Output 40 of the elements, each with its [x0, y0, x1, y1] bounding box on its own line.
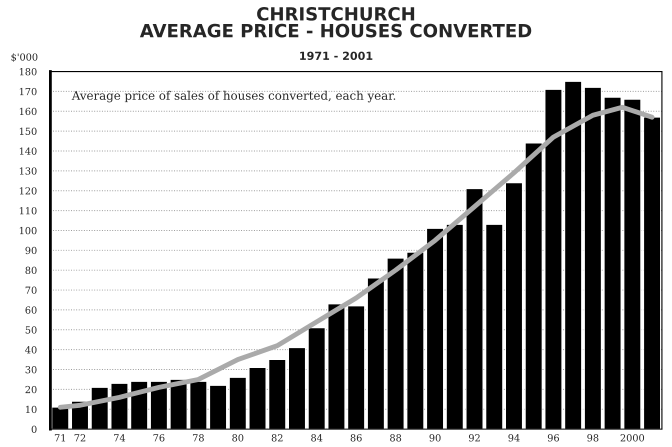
x-tick-label: 94 [508, 434, 520, 442]
y-tick-label: 50 [26, 326, 37, 334]
y-tick-label: 180 [20, 68, 37, 76]
y-tick-label: 150 [20, 128, 37, 135]
x-tick-label: 2000 [620, 434, 644, 442]
y-tick-label: 40 [25, 346, 37, 354]
y-tick-label: 130 [20, 167, 37, 175]
x-tick-label: 72 [74, 434, 86, 442]
annotation: Average price of sales of houses converted, each year. [72, 90, 396, 102]
x-tick-label: 74 [114, 434, 126, 442]
chart-subtitle: 1971 - 2001 [300, 52, 372, 60]
y-tick-label: 90 [25, 246, 37, 254]
y-tick-label: 60 [25, 306, 37, 314]
x-tick-label: 84 [311, 434, 322, 442]
y-tick-label: 100 [20, 226, 37, 234]
y-tick-label: 70 [26, 286, 37, 294]
y-tick-label: 170 [20, 88, 37, 96]
y-tick-label: 140 [20, 147, 37, 155]
x-tick-label: 78 [192, 434, 204, 442]
y-tick-label: 20 [25, 386, 37, 394]
y-tick-label: 110 [20, 207, 37, 214]
line-series [58, 104, 654, 410]
y-tick-label: 120 [20, 187, 37, 195]
x-tick-label: 88 [390, 434, 402, 442]
y-axis-title: $'000 [11, 53, 38, 62]
x-tick-label: 80 [232, 434, 244, 442]
x-tick-label: 92 [468, 434, 480, 442]
y-tick-label: 0 [32, 426, 37, 433]
x-tick-label: 90 [429, 434, 441, 442]
x-tick-label: 86 [350, 434, 362, 442]
y-tick-label: 80 [25, 266, 37, 274]
y-tick-label: 10 [26, 406, 37, 414]
y-tick-label: 30 [26, 366, 37, 374]
x-tick-label: 76 [154, 434, 164, 442]
x-tick-label: 98 [587, 434, 598, 442]
x-tick-label: 82 [272, 434, 282, 442]
x-tick-label: 71 [54, 434, 66, 442]
chart-title: CHRISTCHURCH AVERAGE PRICE - HOUSES CONVERTED [140, 7, 532, 38]
y-tick-label: 160 [20, 108, 37, 116]
x-tick-label: 96 [548, 434, 559, 442]
